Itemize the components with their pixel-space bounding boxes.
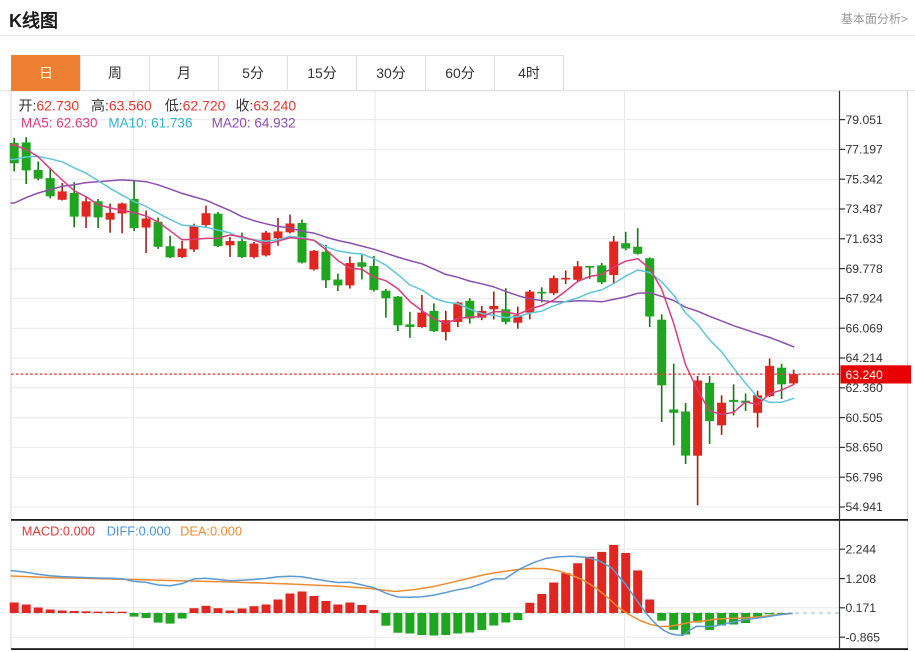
svg-text:62.360: 62.360 <box>846 381 883 395</box>
svg-text:56.796: 56.796 <box>846 470 883 484</box>
svg-text:MA10: 61.736: MA10: 61.736 <box>108 116 192 131</box>
svg-text:79.051: 79.051 <box>846 113 883 127</box>
svg-text:-0.865: -0.865 <box>846 630 881 644</box>
svg-text:69.778: 69.778 <box>846 262 883 276</box>
svg-text:低:62.720: 低:62.720 <box>165 98 226 114</box>
svg-text:77.197: 77.197 <box>846 143 883 157</box>
svg-text:MACD:0.000: MACD:0.000 <box>22 524 95 539</box>
svg-text:DEA:0.000: DEA:0.000 <box>180 524 242 539</box>
svg-text:54.941: 54.941 <box>846 500 883 514</box>
svg-text:2.244: 2.244 <box>846 542 877 556</box>
svg-text:DIFF:0.000: DIFF:0.000 <box>107 524 171 539</box>
svg-text:MA5: 62.630: MA5: 62.630 <box>21 116 98 131</box>
svg-text:高:63.560: 高:63.560 <box>91 98 152 114</box>
svg-text:71.633: 71.633 <box>846 232 883 246</box>
svg-text:67.924: 67.924 <box>846 292 883 306</box>
svg-text:66.069: 66.069 <box>846 321 883 335</box>
svg-text:64.214: 64.214 <box>846 351 883 365</box>
svg-text:1.208: 1.208 <box>846 572 877 586</box>
svg-text:开:62.730: 开:62.730 <box>19 98 80 114</box>
svg-text:0.171: 0.171 <box>846 601 877 615</box>
svg-text:75.342: 75.342 <box>846 172 883 186</box>
svg-text:收:63.240: 收:63.240 <box>236 98 297 114</box>
svg-text:73.487: 73.487 <box>846 202 883 216</box>
svg-text:58.650: 58.650 <box>846 441 883 455</box>
svg-text:60.505: 60.505 <box>846 411 883 425</box>
svg-text:63.240: 63.240 <box>846 368 883 382</box>
svg-text:MA20: 64.932: MA20: 64.932 <box>212 116 296 131</box>
